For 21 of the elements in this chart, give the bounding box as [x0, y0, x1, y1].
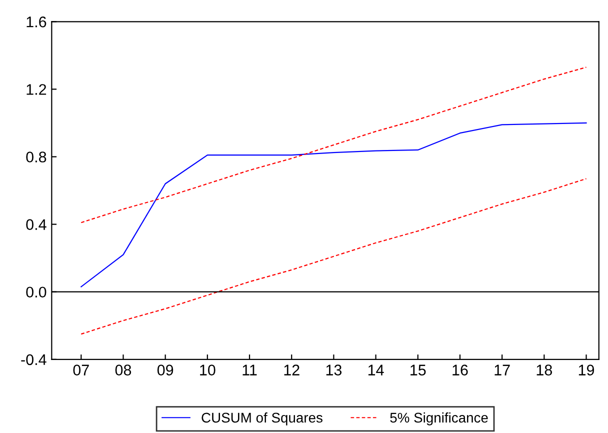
x-tick-label: 18 — [536, 364, 552, 376]
x-tick-label: 08 — [115, 364, 132, 376]
y-tick-label: 0.4 — [26, 219, 46, 230]
x-tick-label: 13 — [326, 364, 342, 376]
x-tick-label: 07 — [73, 364, 89, 376]
x-tick-label: 12 — [284, 364, 300, 376]
y-tick-label: 0.0 — [26, 286, 46, 298]
x-tick-label: 14 — [368, 364, 384, 376]
y-tick-label: 1.6 — [26, 16, 46, 28]
legend-label: 5% Significance — [390, 412, 488, 426]
y-tick-label: 1.2 — [26, 84, 46, 95]
x-tick-label: 19 — [578, 364, 594, 376]
x-tick-label: 16 — [452, 364, 468, 376]
y-tick-label: -0.4 — [21, 354, 46, 366]
x-tick-label: 15 — [410, 364, 426, 376]
y-tick-label: 0.8 — [26, 152, 46, 162]
x-tick-label: 11 — [242, 364, 257, 376]
x-tick-label: 09 — [157, 364, 174, 376]
x-tick-label: 10 — [200, 364, 216, 376]
x-tick-label: 17 — [494, 364, 510, 376]
legend-label: CUSUM of Squares — [202, 412, 322, 426]
